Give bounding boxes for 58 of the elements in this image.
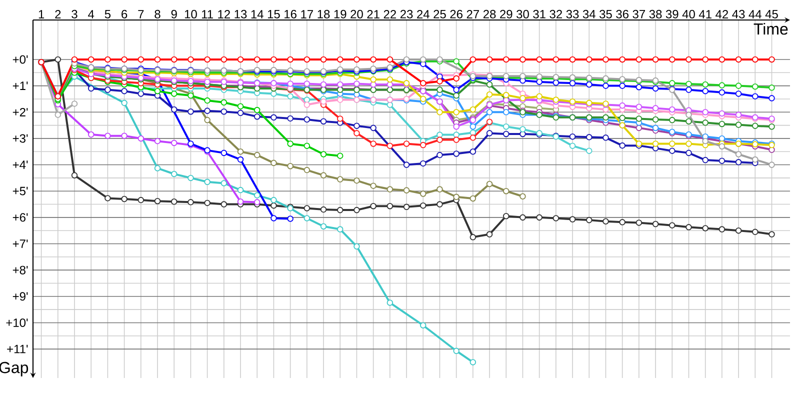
x-tick-label: 30: [516, 10, 529, 18]
x-tick-label: 6: [122, 10, 128, 18]
x-tick-label: 27: [466, 10, 479, 18]
x-tick-label: 5: [104, 10, 111, 18]
x-axis-title: Time: [754, 22, 788, 35]
x-tick-label: 21: [367, 10, 380, 18]
x-tick-label: 33: [566, 10, 579, 18]
y-tick-label: +0': [12, 55, 28, 64]
x-tick-label: 20: [350, 10, 363, 18]
y-tick-label: +8': [12, 266, 28, 274]
y-tick-label: +6': [12, 213, 28, 222]
x-tick-label: 7: [138, 10, 144, 18]
x-tick-label: 15: [268, 10, 280, 18]
x-tick-label: 16: [284, 10, 296, 18]
x-tick-label: 28: [483, 10, 496, 18]
x-tick-label: 19: [334, 10, 346, 18]
y-tick-label: +4': [12, 160, 28, 169]
x-tick-label: 41: [698, 10, 712, 18]
x-tick-label: 4: [88, 10, 94, 18]
y-tick-label: +10': [6, 318, 28, 327]
x-tick-label: 1: [38, 10, 44, 18]
x-tick-label: 9: [171, 10, 177, 18]
x-tick-label: 39: [666, 10, 678, 18]
x-tick-label: 2: [55, 10, 61, 18]
x-tick-label: 36: [616, 10, 628, 18]
x-tick-label: 31: [533, 10, 546, 18]
x-tick-label: 42: [716, 10, 728, 18]
x-tick-label: 35: [600, 10, 612, 18]
y-tick-label: +7': [12, 240, 28, 248]
y-tick-label: +5': [12, 186, 28, 196]
y-tick-label: +3': [12, 134, 28, 143]
x-tick-label: 23: [400, 10, 413, 18]
x-tick-label: 12: [218, 10, 230, 18]
x-tick-label: 10: [184, 10, 197, 18]
x-tick-label: 24: [417, 10, 430, 18]
x-tick-label: 29: [500, 10, 512, 18]
x-tick-label: 26: [450, 10, 462, 18]
x-tick-label: 22: [384, 10, 396, 18]
y-tick-label: +2': [12, 108, 28, 116]
x-tick-label: 14: [251, 10, 264, 18]
x-tick-label: 11: [202, 10, 213, 18]
x-tick-label: 8: [154, 10, 160, 18]
x-tick-label: 25: [434, 10, 446, 18]
x-tick-label: 3: [72, 10, 78, 18]
y-tick-label: +11': [7, 344, 28, 354]
x-tick-label: 32: [550, 10, 562, 18]
y-tick-label: +1': [12, 82, 28, 90]
x-tick-label: 43: [732, 10, 745, 18]
x-tick-label: 34: [582, 10, 596, 18]
y-tick-label: +9': [12, 292, 28, 301]
x-tick-label: 44: [748, 10, 762, 18]
x-tick-label: 38: [649, 10, 662, 18]
x-tick-label: 45: [765, 10, 778, 18]
x-tick-label: 37: [632, 10, 645, 18]
x-tick-label: 13: [234, 10, 247, 18]
x-tick-label: 40: [682, 10, 695, 18]
x-tick-label: 18: [318, 10, 330, 18]
x-tick-label: 17: [301, 10, 313, 18]
